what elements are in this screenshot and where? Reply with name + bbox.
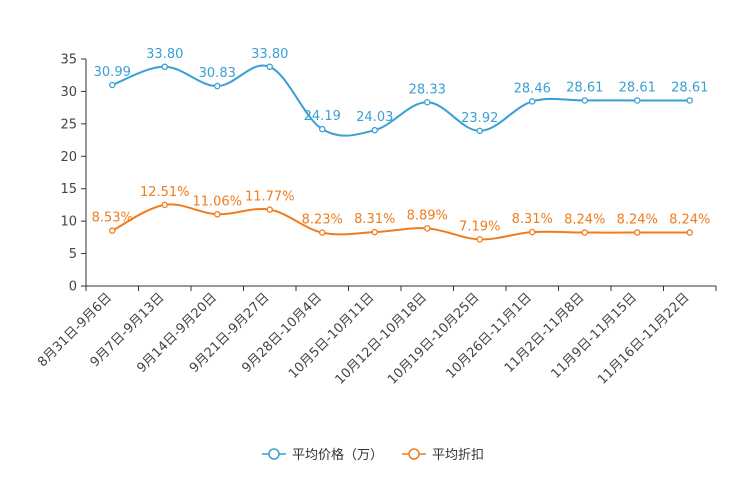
y-tick-label: 15 (60, 182, 77, 197)
data-point[interactable] (686, 97, 694, 104)
data-label: 28.61 (671, 80, 708, 95)
data-label: 12.51% (140, 185, 190, 200)
data-label: 28.46 (514, 81, 551, 96)
data-point[interactable] (371, 228, 378, 236)
y-tick-label: 10 (60, 215, 77, 230)
y-tick-label: 0 (69, 280, 77, 295)
data-point[interactable] (266, 206, 273, 213)
data-point[interactable] (423, 225, 431, 232)
data-label: 28.61 (619, 80, 656, 95)
data-point[interactable] (581, 229, 589, 236)
data-label: 28.61 (566, 80, 603, 95)
data-label: 33.80 (251, 47, 288, 62)
legend-swatch-marker (408, 448, 420, 460)
x-category-label: 10月12日-10月18日 (333, 290, 430, 387)
data-label: 8.53% (92, 211, 133, 226)
data-label: 8.24% (617, 213, 658, 228)
data-point[interactable] (371, 126, 378, 134)
data-point[interactable] (476, 127, 483, 135)
data-point[interactable] (634, 229, 641, 236)
data-label: 8.24% (564, 213, 605, 228)
data-label: 24.03 (356, 110, 393, 125)
data-point[interactable] (529, 228, 536, 236)
y-tick-label: 35 (60, 53, 77, 68)
data-label: 30.99 (94, 65, 131, 80)
data-point[interactable] (529, 98, 536, 105)
data-label: 11.06% (192, 194, 242, 209)
data-label: 24.19 (304, 109, 341, 124)
data-label: 8.31% (512, 212, 553, 227)
data-point[interactable] (423, 99, 431, 106)
x-category-label: 10月19日-10月25日 (385, 290, 482, 387)
data-label: 23.92 (461, 111, 498, 126)
data-point[interactable] (213, 211, 221, 218)
data-label: 8.89% (407, 208, 448, 223)
data-point[interactable] (476, 236, 483, 243)
data-label: 28.33 (409, 82, 446, 97)
data-point[interactable] (161, 201, 168, 209)
data-point[interactable] (213, 82, 221, 90)
y-tick-label: 25 (60, 117, 77, 132)
data-point[interactable] (318, 125, 326, 133)
data-point[interactable] (686, 229, 694, 236)
data-label: 33.80 (146, 47, 183, 62)
data-point[interactable] (161, 63, 168, 71)
legend-label[interactable]: 平均价格（万） (292, 447, 383, 463)
y-tick-label: 30 (60, 85, 77, 100)
legend-label[interactable]: 平均折扣 (432, 448, 484, 463)
legend-swatch-marker (268, 448, 280, 460)
data-point[interactable] (109, 81, 116, 89)
y-tick-label: 5 (69, 247, 77, 262)
x-category-label: 11月16日-11月22日 (595, 290, 692, 387)
data-label: 11.77% (245, 190, 295, 205)
data-label: 8.24% (669, 213, 710, 228)
data-label: 8.23% (302, 213, 343, 228)
data-label: 8.31% (354, 212, 395, 227)
data-point[interactable] (109, 227, 116, 234)
data-point[interactable] (318, 229, 326, 236)
series-line (111, 203, 690, 241)
y-tick-label: 20 (60, 150, 77, 165)
data-point[interactable] (581, 97, 589, 104)
data-point[interactable] (266, 63, 273, 71)
data-label: 30.83 (199, 66, 236, 81)
data-label: 7.19% (459, 219, 500, 234)
data-point[interactable] (634, 97, 641, 104)
